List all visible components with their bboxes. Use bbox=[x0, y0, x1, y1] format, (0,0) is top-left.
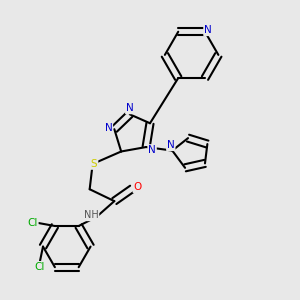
Text: N: N bbox=[204, 25, 212, 35]
Text: S: S bbox=[91, 159, 98, 169]
Text: N: N bbox=[104, 123, 112, 133]
Text: N: N bbox=[148, 145, 156, 155]
Text: Cl: Cl bbox=[27, 218, 38, 228]
Text: O: O bbox=[134, 182, 142, 192]
Text: Cl: Cl bbox=[35, 262, 45, 272]
Text: NH: NH bbox=[84, 210, 98, 220]
Text: N: N bbox=[167, 140, 175, 150]
Text: N: N bbox=[126, 103, 134, 113]
